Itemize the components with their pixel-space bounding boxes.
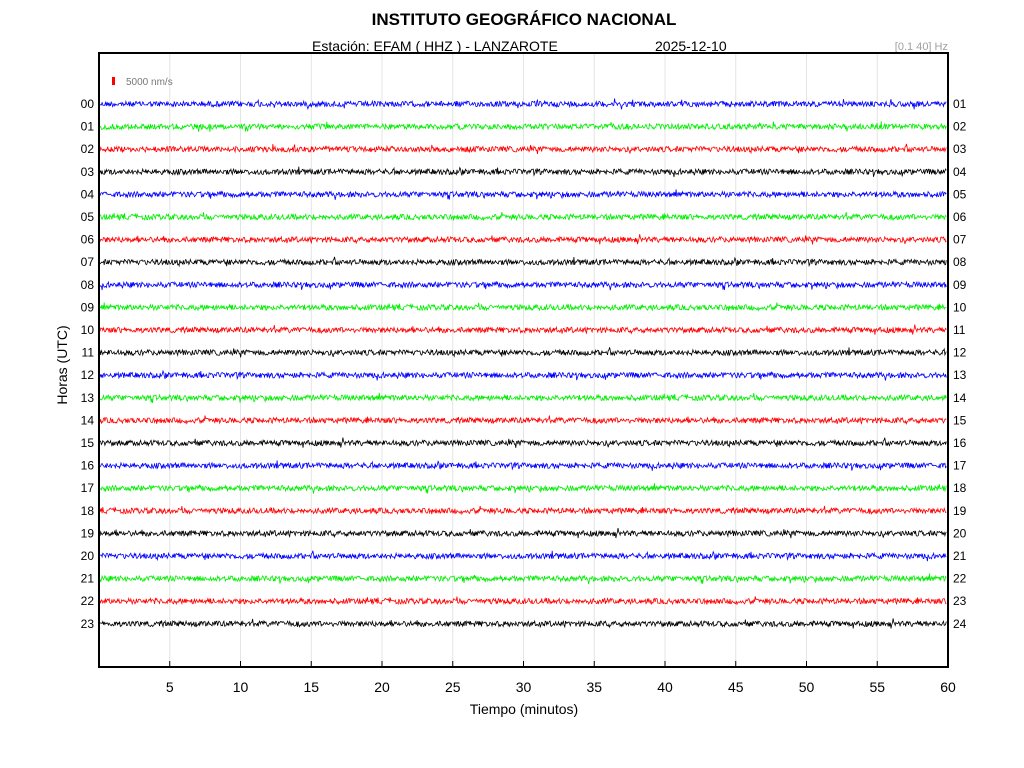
vertical-gridlines bbox=[169, 53, 878, 667]
hour-label-left: 10 bbox=[81, 323, 95, 337]
trace-hour-07 bbox=[99, 256, 947, 268]
hour-labels: 00 01 02 03 04 05 06 07 08 09 10 11 12 13 14 15 16 17 18 19… bbox=[81, 97, 967, 631]
trace-hour-10 bbox=[99, 324, 947, 335]
hour-label-right: 01 bbox=[953, 97, 967, 111]
hour-label-right: 15 bbox=[953, 413, 967, 427]
trace-hour-08 bbox=[99, 280, 947, 291]
x-tick-label: 55 bbox=[869, 679, 885, 695]
trace-hour-20 bbox=[99, 550, 947, 562]
x-tick-label: 5 bbox=[166, 679, 174, 695]
hour-label-left: 17 bbox=[81, 481, 95, 495]
hour-label-left: 15 bbox=[81, 436, 95, 450]
hour-label-right: 13 bbox=[953, 368, 967, 382]
scale-bar: 5000 nm/s bbox=[112, 77, 173, 88]
x-tick-label: 20 bbox=[374, 679, 390, 695]
trace-hour-00 bbox=[99, 98, 947, 110]
x-tick-label: 15 bbox=[303, 679, 319, 695]
x-tick-label: 25 bbox=[445, 679, 461, 695]
date-label: 2025-12-10 bbox=[655, 38, 727, 54]
scale-bar-label: 5000 nm/s bbox=[126, 77, 173, 88]
x-tick-label: 50 bbox=[799, 679, 815, 695]
hour-label-left: 20 bbox=[81, 549, 95, 563]
hour-label-right: 04 bbox=[953, 165, 967, 179]
trace-hour-06 bbox=[99, 234, 947, 245]
trace-hour-12 bbox=[99, 369, 947, 381]
hour-label-left: 11 bbox=[82, 346, 95, 360]
trace-hour-18 bbox=[99, 505, 947, 516]
filter-band-label: [0.1 40] Hz bbox=[894, 41, 948, 53]
hour-label-right: 11 bbox=[953, 323, 966, 337]
hour-label-left: 08 bbox=[81, 278, 95, 292]
trace-hour-15 bbox=[99, 437, 947, 449]
trace-hour-19 bbox=[99, 527, 947, 539]
trace-hour-01 bbox=[99, 121, 947, 132]
trace-hour-23 bbox=[99, 618, 947, 629]
hour-label-left: 02 bbox=[81, 142, 95, 156]
hour-label-right: 19 bbox=[953, 504, 967, 518]
y-axis-label: Horas (UTC) bbox=[54, 325, 70, 405]
hour-label-right: 07 bbox=[953, 233, 967, 247]
station-label: Estación: EFAM ( HHZ ) - LANZAROTE bbox=[312, 38, 558, 54]
hour-label-right: 09 bbox=[953, 278, 967, 292]
x-tick-label: 30 bbox=[516, 679, 532, 695]
trace-hour-03 bbox=[99, 166, 947, 178]
hour-label-left: 18 bbox=[81, 504, 95, 518]
seismogram-traces bbox=[99, 98, 947, 629]
hour-label-right: 18 bbox=[953, 481, 967, 495]
hour-label-right: 02 bbox=[953, 120, 967, 134]
trace-hour-09 bbox=[99, 302, 947, 312]
hour-label-right: 23 bbox=[953, 594, 967, 608]
hour-label-left: 22 bbox=[81, 594, 95, 608]
hour-label-right: 16 bbox=[953, 436, 967, 450]
hour-label-left: 09 bbox=[81, 300, 95, 314]
hour-label-left: 19 bbox=[81, 526, 95, 540]
x-axis-label: Tiempo (minutos) bbox=[469, 701, 579, 717]
trace-hour-05 bbox=[100, 212, 947, 222]
hour-label-right: 21 bbox=[953, 549, 967, 563]
x-axis-ticks: 5 10 15 20 25 30 35 40 45 50 55 60 bbox=[166, 661, 956, 695]
x-tick-label: 10 bbox=[233, 679, 249, 695]
hour-label-left: 01 bbox=[81, 120, 95, 134]
hour-label-left: 23 bbox=[81, 617, 95, 631]
hour-label-right: 22 bbox=[953, 572, 967, 586]
trace-hour-14 bbox=[99, 415, 947, 426]
hour-label-left: 16 bbox=[81, 459, 95, 473]
trace-hour-17 bbox=[99, 483, 947, 494]
hour-label-left: 07 bbox=[81, 255, 95, 269]
hour-label-left: 06 bbox=[81, 233, 95, 247]
hour-label-left: 14 bbox=[81, 413, 95, 427]
x-tick-label: 45 bbox=[728, 679, 744, 695]
trace-hour-21 bbox=[99, 573, 947, 585]
hour-label-left: 04 bbox=[81, 187, 95, 201]
trace-hour-11 bbox=[99, 347, 947, 358]
hour-label-left: 05 bbox=[81, 210, 95, 224]
trace-hour-16 bbox=[99, 460, 947, 471]
x-tick-label: 60 bbox=[940, 679, 956, 695]
trace-hour-02 bbox=[99, 143, 947, 155]
hour-label-right: 06 bbox=[953, 210, 967, 224]
hour-label-left: 03 bbox=[81, 165, 95, 179]
hour-label-right: 17 bbox=[953, 459, 967, 473]
trace-hour-13 bbox=[99, 392, 947, 404]
hour-label-left: 00 bbox=[81, 97, 95, 111]
x-tick-label: 40 bbox=[657, 679, 673, 695]
chart-title: INSTITUTO GEOGRÁFICO NACIONAL bbox=[371, 10, 677, 29]
hour-label-left: 12 bbox=[81, 368, 95, 382]
hour-label-left: 13 bbox=[81, 391, 95, 405]
x-tick-label: 35 bbox=[586, 679, 602, 695]
hour-label-right: 08 bbox=[953, 255, 967, 269]
hour-label-left: 21 bbox=[81, 572, 95, 586]
trace-hour-22 bbox=[99, 596, 947, 606]
trace-hour-04 bbox=[99, 189, 947, 200]
hour-label-right: 03 bbox=[953, 142, 967, 156]
hour-label-right: 10 bbox=[953, 300, 967, 314]
hour-label-right: 20 bbox=[953, 526, 967, 540]
hour-label-right: 05 bbox=[953, 187, 967, 201]
hour-label-right: 24 bbox=[953, 617, 967, 631]
hour-label-right: 12 bbox=[953, 346, 967, 360]
scale-bar-mark bbox=[112, 77, 115, 85]
hour-label-right: 14 bbox=[953, 391, 967, 405]
